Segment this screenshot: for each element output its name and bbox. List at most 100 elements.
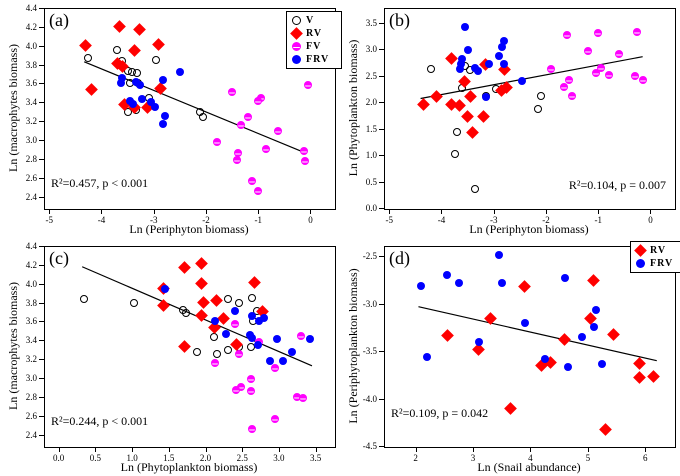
data-point-V (427, 64, 436, 73)
data-point-FV (271, 363, 280, 372)
y-tick (379, 102, 384, 104)
y-axis-title: Ln (macrophytes biomass) (6, 282, 20, 410)
x-tick (415, 447, 417, 452)
panel-letter: (c) (49, 248, 69, 268)
y-tick-label: 3.0 (25, 135, 37, 146)
y-tick-label: 4.4 (25, 241, 37, 251)
data-point-FV (274, 126, 283, 135)
y-tick-label: 2.6 (25, 410, 37, 421)
y-tick (379, 75, 384, 77)
data-point-FV (213, 137, 222, 146)
data-point-V (192, 347, 201, 356)
data-point-V (471, 185, 480, 194)
data-point-FV (565, 75, 574, 84)
data-point-V (450, 149, 459, 158)
data-point-FV (247, 375, 256, 384)
x-tick-label: 0.5 (89, 453, 102, 463)
x-tick-label: 5 (585, 453, 591, 463)
y-tick-label: -3.0 (362, 298, 377, 309)
x-tick (650, 209, 652, 214)
data-point-V (247, 293, 256, 302)
plot-area (384, 8, 676, 210)
data-point-V (199, 113, 208, 122)
panel-c: 0.0 0.5 1.0 1.5 2.0 2.5 3.0 3.5 2.4 2.6 2.8 3.0 3.2 3… (0, 238, 340, 476)
y-tick-label: 1.5 (365, 123, 377, 134)
legend-marker-diamond-icon (289, 27, 303, 40)
data-point-V (80, 294, 89, 303)
y-tick (39, 340, 44, 342)
stats-annotation: R²=0.104, p = 0.007 (568, 178, 666, 192)
data-point-FRV (540, 354, 549, 363)
data-point-FV (303, 81, 312, 90)
y-tick (39, 264, 44, 266)
data-point-FRV (497, 278, 506, 287)
diamond-icon (633, 244, 647, 257)
data-point-FRV (563, 363, 572, 372)
data-point-V (113, 45, 122, 54)
y-tick-label: 3.6 (25, 78, 37, 89)
data-point-FRV (458, 54, 467, 63)
y-tick-label: -4.0 (362, 393, 377, 404)
panel-letter: (b) (389, 10, 410, 30)
x-tick (315, 447, 317, 452)
legend-marker-circle-icon (634, 258, 646, 270)
y-tick (39, 45, 44, 47)
x-axis-title: Ln (Periphyton biomass) (469, 222, 589, 236)
panel-d: 2 3 4 5 6 -2.5 -3.0 -3.5 -4.0 -4.5 Ln (Snail abund… (340, 238, 680, 476)
y-tick-label: 2.5 (365, 70, 377, 81)
y-tick (39, 121, 44, 123)
x-tick-label: 2 (413, 453, 418, 463)
legend: V RV FV FRV (286, 11, 342, 69)
data-point-FV (296, 331, 305, 340)
x-tick-label: 2.5 (236, 453, 248, 463)
y-tick (39, 246, 44, 247)
x-tick-label: -3 (149, 215, 158, 225)
data-point-FRV (230, 307, 239, 316)
y-tick (379, 155, 384, 157)
data-point-FRV (589, 322, 598, 331)
x-tick-label: 0.0 (53, 453, 65, 463)
data-point-FV (211, 358, 220, 367)
x-tick-label: 0 (648, 215, 653, 225)
circle-icon (635, 259, 645, 268)
x-tick (49, 209, 51, 214)
x-tick (598, 209, 600, 214)
data-point-FRV (175, 68, 184, 77)
data-point-FRV (592, 306, 601, 315)
legend-item-RV: RV (289, 27, 338, 40)
data-point-FV (583, 46, 592, 55)
y-tick-label: 3.8 (25, 59, 37, 70)
y-tick-label: 2.4 (25, 191, 37, 202)
data-point-FRV (247, 311, 256, 320)
data-point-V (133, 69, 141, 78)
x-tick (278, 447, 280, 452)
data-point-FV (633, 27, 642, 36)
data-point-V (152, 55, 161, 64)
x-tick (587, 447, 589, 452)
data-point-FRV (455, 65, 464, 74)
data-point-FRV (116, 79, 125, 88)
data-point-V (223, 294, 232, 303)
x-tick (473, 447, 474, 452)
data-point-FRV (484, 59, 493, 68)
data-point-FV (247, 387, 256, 396)
x-tick-label: 6 (643, 453, 648, 463)
x-tick-label: 0 (308, 215, 313, 225)
y-axis-title: Ln (macrophytes biomass) (6, 44, 20, 172)
x-tick-label: 1.5 (163, 453, 175, 463)
y-tick (39, 321, 44, 323)
data-point-FV (271, 414, 280, 423)
data-point-FRV (161, 285, 170, 294)
x-axis-title: Ln (Snail abundance) (477, 460, 581, 474)
data-point-FRV (520, 318, 529, 327)
y-tick-label: 2.6 (25, 172, 37, 183)
data-point-FV (247, 425, 256, 434)
y-tick (39, 283, 44, 285)
data-point-FRV (255, 316, 264, 325)
x-tick-label: -2 (202, 215, 210, 225)
y-tick-label: 2.8 (25, 391, 37, 402)
y-tick-label: 3.2 (25, 116, 37, 127)
x-tick (242, 447, 244, 452)
data-point-V (534, 105, 543, 114)
